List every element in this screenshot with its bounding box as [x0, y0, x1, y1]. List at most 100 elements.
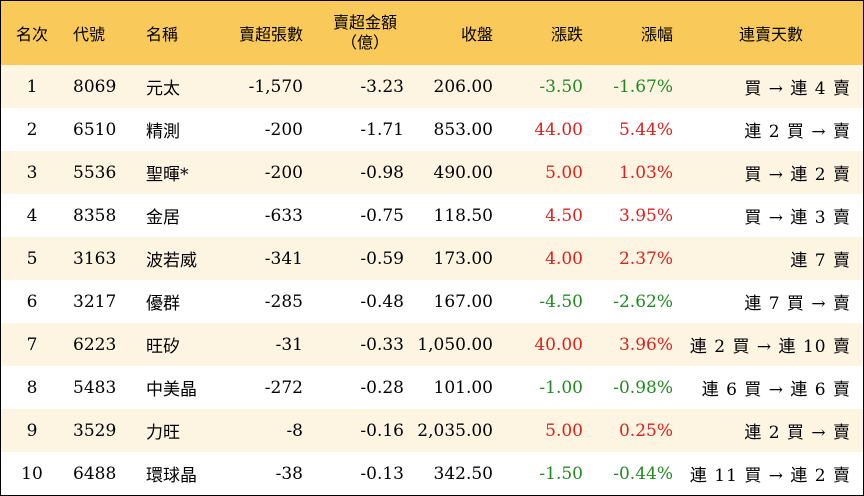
table-row: 1 8069 元太 -1,570 -3.23 206.00 -3.50 -1.67% 買 → 連… — [1, 65, 863, 108]
change-pct-cell: 3.95% — [618, 205, 673, 226]
code-cell: 8358 — [73, 205, 117, 226]
header-change: 漲跌 — [550, 25, 583, 44]
close-price-cell: 101.00 — [433, 377, 493, 398]
header-name: 名稱 — [146, 25, 179, 44]
close-price-cell: 853.00 — [433, 119, 493, 140]
net-sell-volume-cell: -200 — [264, 162, 303, 183]
net-sell-volume-cell: -285 — [264, 291, 303, 312]
net-sell-volume-cell: -31 — [275, 334, 303, 355]
code-cell: 5536 — [73, 162, 117, 183]
net-sell-amount-cell: -0.98 — [360, 162, 404, 183]
net-sell-amount-cell: -0.13 — [360, 463, 404, 484]
code-cell: 5483 — [73, 377, 117, 398]
table-header: 名次 代號 名稱 賣超張數 賣超金額 （億） 收盤 漲跌 漲幅 連賣天數 — [1, 1, 863, 65]
name-cell: 元太 — [146, 79, 180, 99]
change-cell: 40.00 — [534, 334, 583, 355]
change-cell: 4.00 — [545, 248, 583, 269]
change-pct-cell: 3.96% — [618, 334, 673, 355]
streak-cell: 連 2 買 → 賣 — [744, 122, 851, 142]
net-sell-amount-cell: -3.23 — [360, 76, 404, 97]
table-row: 8 5483 中美晶 -272 -0.28 101.00 -1.00 -0.98% 連 6 買 … — [1, 366, 863, 409]
net-sell-volume-cell: -1,570 — [248, 76, 303, 97]
net-sell-volume-cell: -633 — [264, 205, 303, 226]
close-price-cell: 490.00 — [433, 162, 493, 183]
rank-cell: 9 — [26, 420, 38, 441]
rank-cell: 1 — [26, 76, 38, 97]
table-row: 10 6488 環球晶 -38 -0.13 342.50 -1.50 -0.44% 連 11 買… — [1, 452, 863, 495]
streak-cell: 買 → 連 4 賣 — [744, 79, 851, 99]
code-cell: 8069 — [73, 76, 117, 97]
name-cell: 環球晶 — [146, 466, 197, 486]
table-row: 7 6223 旺矽 -31 -0.33 1,050.00 40.00 3.96% 連 2 買 →… — [1, 323, 863, 366]
name-cell: 精測 — [146, 122, 180, 142]
net-sell-amount-cell: -0.33 — [360, 334, 404, 355]
table-row: 2 6510 精測 -200 -1.71 853.00 44.00 5.44% 連 2 買 → … — [1, 108, 863, 151]
change-cell: 5.00 — [545, 162, 583, 183]
rank-cell: 10 — [21, 463, 43, 484]
net-sell-amount-cell: -0.16 — [360, 420, 404, 441]
header-streak: 連賣天數 — [738, 25, 803, 44]
header-net-sell-amount-line1: 賣超金額 — [332, 13, 397, 32]
streak-cell: 連 2 買 → 賣 — [744, 423, 851, 443]
close-price-cell: 206.00 — [433, 76, 493, 97]
close-price-cell: 2,035.00 — [417, 420, 493, 441]
net-sell-volume-cell: -200 — [264, 119, 303, 140]
table-row: 4 8358 金居 -633 -0.75 118.50 4.50 3.95% 買 → 連 3 賣 — [1, 194, 863, 237]
rank-cell: 5 — [26, 248, 38, 269]
rank-cell: 7 — [26, 334, 38, 355]
change-pct-cell: 1.03% — [618, 162, 673, 183]
streak-cell: 連 6 買 → 連 6 賣 — [701, 380, 851, 400]
change-pct-cell: 2.37% — [618, 248, 673, 269]
change-pct-cell: 0.25% — [618, 420, 673, 441]
close-price-cell: 173.00 — [433, 248, 493, 269]
close-price-cell: 167.00 — [433, 291, 493, 312]
rank-cell: 6 — [26, 291, 38, 312]
table-row: 3 5536 聖暉* -200 -0.98 490.00 5.00 1.03% 買 → 連 2 … — [1, 151, 863, 194]
net-sell-volume-cell: -8 — [286, 420, 303, 441]
change-cell: 4.50 — [545, 205, 583, 226]
header-change-pct: 漲幅 — [640, 25, 673, 44]
code-cell: 6223 — [73, 334, 117, 355]
net-sell-volume-cell: -38 — [275, 463, 303, 484]
change-pct-cell: 5.44% — [618, 119, 673, 140]
net-sell-amount-cell: -0.59 — [360, 248, 404, 269]
close-price-cell: 1,050.00 — [417, 334, 493, 355]
header-close: 收盤 — [460, 25, 493, 44]
close-price-cell: 118.50 — [433, 205, 493, 226]
rank-cell: 3 — [26, 162, 38, 183]
table-row: 5 3163 波若威 -341 -0.59 173.00 4.00 2.37% 連 7 賣 — [1, 237, 863, 280]
name-cell: 中美晶 — [146, 380, 197, 400]
net-sell-amount-cell: -0.75 — [360, 205, 404, 226]
header-rank: 名次 — [15, 25, 48, 44]
net-sell-amount-cell: -0.48 — [360, 291, 404, 312]
rank-cell: 4 — [26, 205, 38, 226]
streak-cell: 連 2 買 → 連 10 賣 — [689, 337, 851, 357]
rank-cell: 8 — [26, 377, 38, 398]
name-cell: 聖暉* — [146, 165, 189, 185]
change-pct-cell: -0.44% — [613, 463, 673, 484]
code-cell: 3529 — [73, 420, 117, 441]
table-row: 9 3529 力旺 -8 -0.16 2,035.00 5.00 0.25% 連 2 買 → 賣 — [1, 409, 863, 452]
name-cell: 優群 — [146, 294, 180, 314]
net-sell-volume-cell: -341 — [264, 248, 303, 269]
code-cell: 3217 — [73, 291, 117, 312]
close-price-cell: 342.50 — [433, 463, 493, 484]
change-cell: -4.50 — [539, 291, 583, 312]
header-net-sell-volume: 賣超張數 — [238, 25, 303, 44]
streak-cell: 買 → 連 3 賣 — [744, 208, 851, 228]
header-net-sell-amount-line2: （億） — [340, 33, 389, 52]
streak-cell: 連 11 買 → 連 2 賣 — [689, 466, 851, 486]
rank-cell: 2 — [26, 119, 38, 140]
streak-cell: 連 7 賣 — [790, 251, 851, 271]
change-cell: -3.50 — [539, 76, 583, 97]
net-sell-amount-cell: -0.28 — [360, 377, 404, 398]
change-cell: 5.00 — [545, 420, 583, 441]
change-cell: 44.00 — [534, 119, 583, 140]
name-cell: 旺矽 — [146, 337, 180, 357]
streak-cell: 連 7 買 → 賣 — [744, 294, 851, 314]
code-cell: 6510 — [73, 119, 117, 140]
net-sell-volume-cell: -272 — [264, 377, 303, 398]
change-cell: -1.00 — [539, 377, 583, 398]
change-pct-cell: -0.98% — [613, 377, 673, 398]
